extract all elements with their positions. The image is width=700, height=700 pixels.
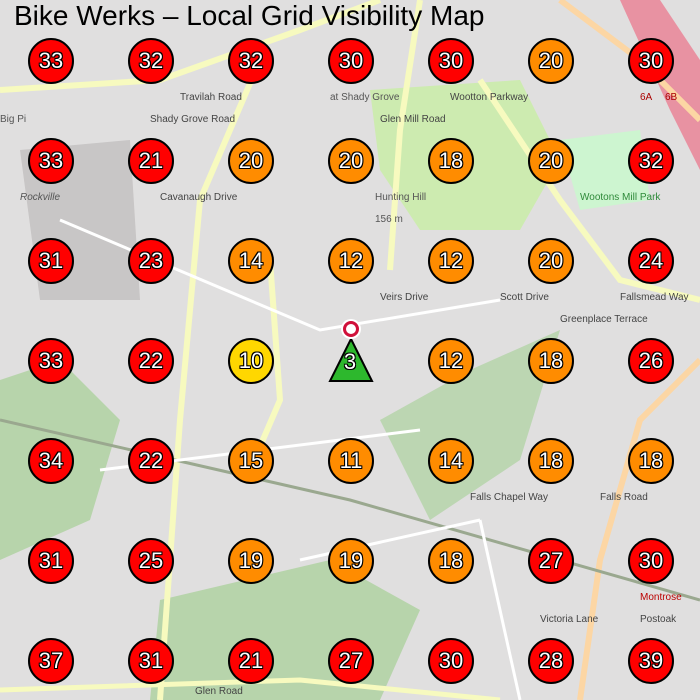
grid-marker[interactable]: 18 [528, 338, 574, 384]
map-label: Falls Chapel Way [470, 492, 548, 503]
grid-marker[interactable]: 23 [128, 238, 174, 284]
grid-marker[interactable]: 27 [328, 638, 374, 684]
grid-marker[interactable]: 18 [628, 438, 674, 484]
map-label: Postoak [640, 614, 677, 625]
map-label: Glen Road [195, 686, 243, 697]
map-label: Big Pi [0, 114, 27, 125]
map-title: Bike Werks – Local Grid Visibility Map [14, 0, 485, 31]
grid-marker[interactable]: 11 [328, 438, 374, 484]
grid-marker[interactable]: 31 [128, 638, 174, 684]
grid-marker[interactable]: 20 [228, 138, 274, 184]
grid-marker[interactable]: 12 [428, 338, 474, 384]
grid-marker[interactable]: 30 [428, 38, 474, 84]
grid-marker[interactable]: 30 [628, 538, 674, 584]
grid-marker[interactable]: 21 [228, 638, 274, 684]
map-label: Rockville [20, 192, 61, 203]
grid-marker[interactable]: 19 [228, 538, 274, 584]
grid-marker[interactable]: 32 [128, 38, 174, 84]
grid-marker[interactable]: 12 [328, 238, 374, 284]
map-label: Wootton Parkway [450, 92, 529, 103]
grid-marker[interactable]: 18 [428, 538, 474, 584]
grid-marker[interactable]: 18 [428, 138, 474, 184]
grid-marker[interactable]: 10 [228, 338, 274, 384]
map-label: Veirs Drive [380, 292, 429, 303]
grid-marker[interactable]: 30 [428, 638, 474, 684]
grid-marker[interactable]: 33 [28, 138, 74, 184]
grid-marker[interactable]: 19 [328, 538, 374, 584]
grid-marker[interactable]: 32 [228, 38, 274, 84]
grid-marker[interactable]: 21 [128, 138, 174, 184]
center-triangle-marker[interactable] [328, 337, 374, 383]
map-label: Scott Drive [500, 292, 549, 303]
map-label: Cavanaugh Drive [160, 192, 238, 203]
grid-marker[interactable]: 33 [28, 338, 74, 384]
grid-marker[interactable]: 25 [128, 538, 174, 584]
grid-marker[interactable]: 20 [528, 238, 574, 284]
grid-marker[interactable]: 33 [28, 38, 74, 84]
grid-marker[interactable]: 14 [428, 438, 474, 484]
grid-marker[interactable]: 26 [628, 338, 674, 384]
map-label: 6B [665, 92, 678, 103]
map-label: Fallsmead Way [620, 292, 689, 303]
grid-marker[interactable]: 34 [28, 438, 74, 484]
grid-marker[interactable]: 14 [228, 238, 274, 284]
map-label: Greenplace Terrace [560, 314, 648, 325]
grid-marker[interactable]: 24 [628, 238, 674, 284]
map-label: Montrose [640, 592, 682, 603]
grid-marker[interactable]: 20 [528, 138, 574, 184]
map-label: 156 m [375, 214, 403, 225]
map-label: Travilah Road [180, 92, 242, 103]
grid-marker[interactable]: 12 [428, 238, 474, 284]
map-label: Shady Grove Road [150, 114, 236, 125]
grid-marker[interactable]: 30 [628, 38, 674, 84]
grid-marker[interactable]: 27 [528, 538, 574, 584]
grid-marker[interactable]: 28 [528, 638, 574, 684]
grid-marker[interactable]: 22 [128, 338, 174, 384]
grid-marker[interactable]: 15 [228, 438, 274, 484]
grid-marker[interactable]: 32 [628, 138, 674, 184]
map-label: Wootons Mill Park [580, 192, 661, 203]
map-label: Hunting Hill [375, 192, 427, 203]
map-label: 6A [640, 92, 653, 103]
grid-marker[interactable]: 18 [528, 438, 574, 484]
grid-marker[interactable]: 22 [128, 438, 174, 484]
grid-marker[interactable]: 37 [28, 638, 74, 684]
map-label: Victoria Lane [540, 614, 599, 625]
grid-marker[interactable]: 31 [28, 238, 74, 284]
center-marker-value: 3 [343, 349, 357, 374]
grid-marker[interactable]: 39 [628, 638, 674, 684]
grid-marker[interactable]: 20 [328, 138, 374, 184]
map-label: at Shady Grove [330, 92, 400, 103]
map-label: Glen Mill Road [380, 114, 446, 125]
grid-marker[interactable]: 30 [328, 38, 374, 84]
map-label: Falls Road [600, 492, 648, 503]
grid-marker[interactable]: 20 [528, 38, 574, 84]
grid-marker[interactable]: 31 [28, 538, 74, 584]
location-pin-icon[interactable] [343, 321, 359, 337]
